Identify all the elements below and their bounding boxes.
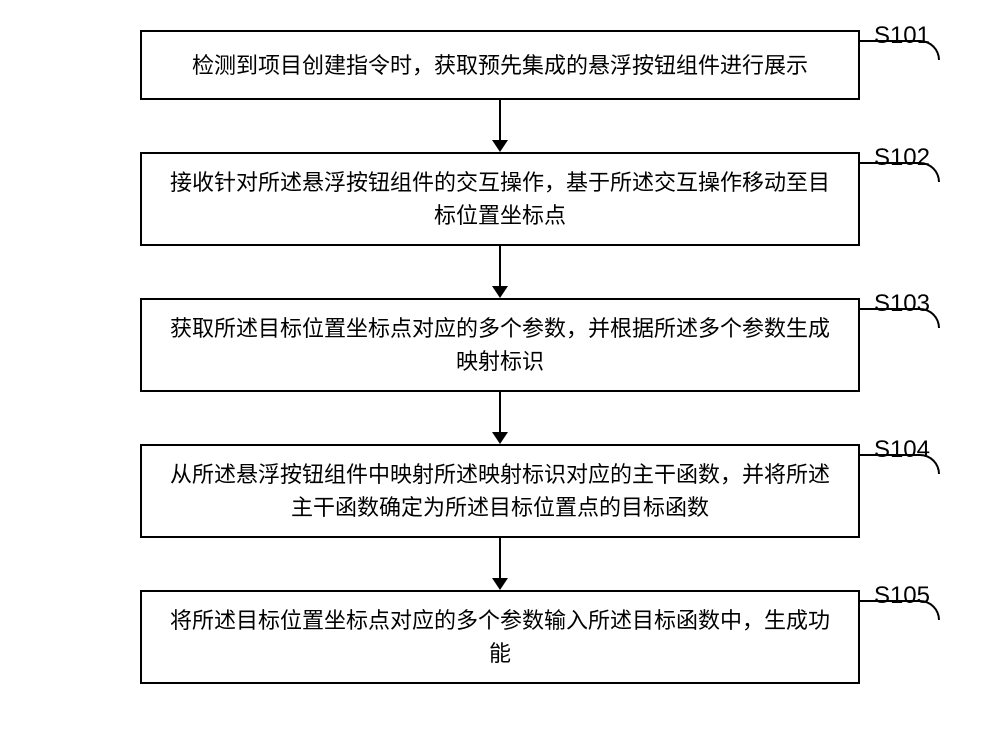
arrow-4	[492, 538, 508, 590]
step-text-1: 检测到项目创建指令时，获取预先集成的悬浮按钮组件进行展示	[192, 49, 808, 82]
arrow-line-4	[499, 538, 501, 578]
flowchart-container: 检测到项目创建指令时，获取预先集成的悬浮按钮组件进行展示 S101 接收针对所述…	[50, 30, 950, 684]
step-box-1: 检测到项目创建指令时，获取预先集成的悬浮按钮组件进行展示	[140, 30, 860, 100]
arrow-head-2	[492, 286, 508, 298]
step-text-3: 获取所述目标位置坐标点对应的多个参数，并根据所述多个参数生成映射标识	[162, 312, 838, 378]
step-box-2: 接收针对所述悬浮按钮组件的交互操作，基于所述交互操作移动至目标位置坐标点	[140, 152, 860, 246]
step-text-4: 从所述悬浮按钮组件中映射所述映射标识对应的主干函数，并将所述主干函数确定为所述目…	[162, 458, 838, 524]
arrow-head-4	[492, 578, 508, 590]
arrow-2	[492, 246, 508, 298]
arrow-3	[492, 392, 508, 444]
step-row-2: 接收针对所述悬浮按钮组件的交互操作，基于所述交互操作移动至目标位置坐标点 S10…	[50, 152, 950, 246]
step-text-2: 接收针对所述悬浮按钮组件的交互操作，基于所述交互操作移动至目标位置坐标点	[162, 166, 838, 232]
arrow-line-2	[499, 246, 501, 286]
step-label-3: S103	[874, 290, 930, 318]
arrow-line-1	[499, 100, 501, 140]
step-row-1: 检测到项目创建指令时，获取预先集成的悬浮按钮组件进行展示 S101	[50, 30, 950, 100]
step-box-3: 获取所述目标位置坐标点对应的多个参数，并根据所述多个参数生成映射标识	[140, 298, 860, 392]
arrow-line-3	[499, 392, 501, 432]
step-row-4: 从所述悬浮按钮组件中映射所述映射标识对应的主干函数，并将所述主干函数确定为所述目…	[50, 444, 950, 538]
step-label-5: S105	[874, 582, 930, 610]
step-label-1: S101	[874, 22, 930, 50]
arrow-1	[492, 100, 508, 152]
step-label-4: S104	[874, 436, 930, 464]
step-row-3: 获取所述目标位置坐标点对应的多个参数，并根据所述多个参数生成映射标识 S103	[50, 298, 950, 392]
step-row-5: 将所述目标位置坐标点对应的多个参数输入所述目标函数中，生成功能 S105	[50, 590, 950, 684]
step-box-4: 从所述悬浮按钮组件中映射所述映射标识对应的主干函数，并将所述主干函数确定为所述目…	[140, 444, 860, 538]
step-box-5: 将所述目标位置坐标点对应的多个参数输入所述目标函数中，生成功能	[140, 590, 860, 684]
arrow-head-3	[492, 432, 508, 444]
step-text-5: 将所述目标位置坐标点对应的多个参数输入所述目标函数中，生成功能	[162, 604, 838, 670]
step-label-2: S102	[874, 144, 930, 172]
arrow-head-1	[492, 140, 508, 152]
